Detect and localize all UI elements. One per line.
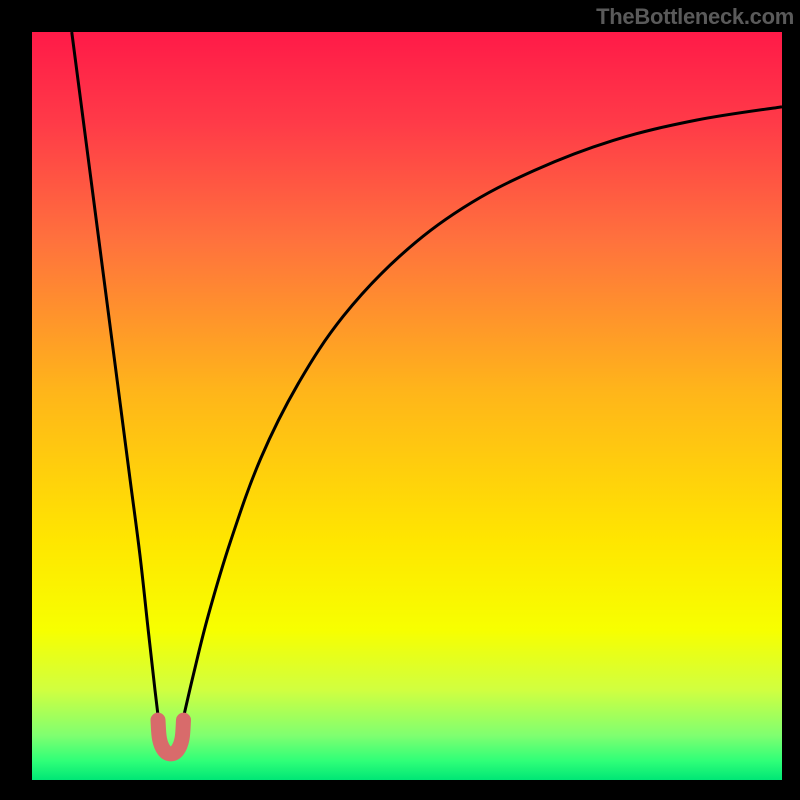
marker-u-shape [158,720,184,754]
plot-area [32,32,782,780]
curve-layer [32,32,782,780]
watermark-text: TheBottleneck.com [596,4,794,30]
chart-container: TheBottleneck.com [0,0,800,800]
bottleneck-curve-left [72,32,160,728]
bottleneck-curve-right [182,107,782,724]
